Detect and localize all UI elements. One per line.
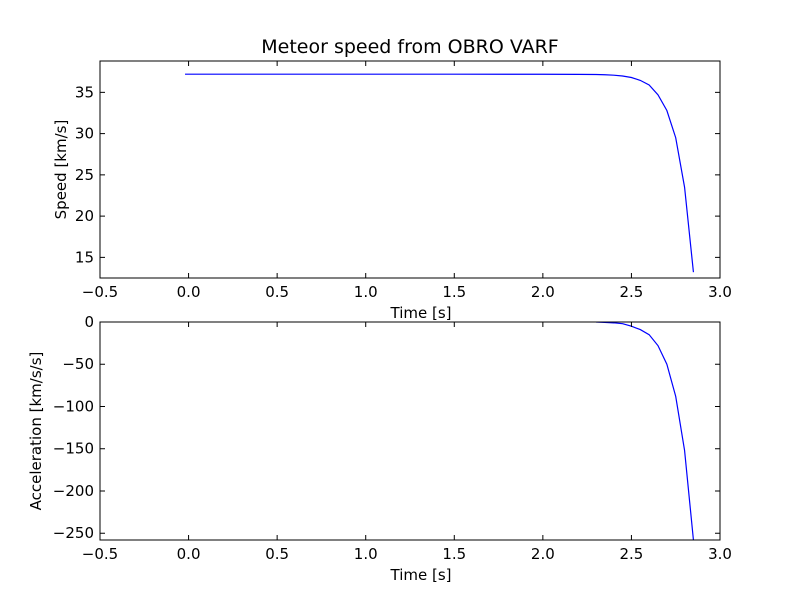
speed-x-tick-label: 3.0 [708,283,732,301]
speed-y-tick-label: 35 [75,83,94,101]
acceleration-axes-frame [99,321,721,541]
speed-axes-frame [99,60,721,279]
acceleration-y-tick-label: −100 [53,397,94,415]
speed-y-tick-label: 20 [75,207,94,225]
speed-series-line-0 [185,73,695,273]
speed-x-tick-label: 2.5 [619,283,643,301]
speed-x-tick-label: 1.0 [354,283,378,301]
acceleration-panel: −0.5 0.0 0.5 1.0 1.5 2.0 2.5 3.0 −250 −200 −150 −10… [27,313,732,584]
acceleration-y-tick-label: −50 [62,355,94,373]
speed-x-tick-label: 2.0 [531,283,555,301]
speed-y-tick-label: 15 [75,248,94,266]
acceleration-x-tick-label: 2.0 [531,545,555,563]
acceleration-x-tick-label: 1.5 [442,545,466,563]
acceleration-y-tick-label: 0 [84,313,94,331]
speed-x-tick-label: 1.5 [442,283,466,301]
speed-panel: −0.5 0.0 0.5 1.0 1.5 2.0 2.5 3.0 15 20 25 30 35 Time … [52,60,732,322]
speed-y-tick-label: 25 [75,166,94,184]
acceleration-y-tick-label: −200 [53,482,94,500]
acceleration-x-tick-label: 1.0 [354,545,378,563]
acceleration-x-tick-label: 0.5 [265,545,289,563]
chart-title: Meteor speed from OBRO VARF [261,36,559,58]
acceleration-x-axis-label: Time [s] [390,566,452,584]
acceleration-y-tick-label: −150 [53,440,94,458]
speed-x-axis-label: Time [s] [390,304,452,322]
acceleration-series-line-0 [595,322,695,540]
speed-y-axis-label: Speed [km/s] [52,120,70,220]
speed-x-tick-label: −0.5 [82,283,118,301]
speed-y-tick-label: 30 [75,125,94,143]
acceleration-x-tick-label: 0.0 [177,545,201,563]
acceleration-y-axis-label: Acceleration [km/s/s] [27,352,45,511]
speed-x-tick-label: 0.0 [177,283,201,301]
acceleration-x-tick-label: 3.0 [708,545,732,563]
acceleration-y-tick-label: −250 [53,524,94,542]
acceleration-x-tick-label: 2.5 [619,545,643,563]
acceleration-x-tick-label: −0.5 [82,545,118,563]
speed-x-tick-label: 0.5 [265,283,289,301]
